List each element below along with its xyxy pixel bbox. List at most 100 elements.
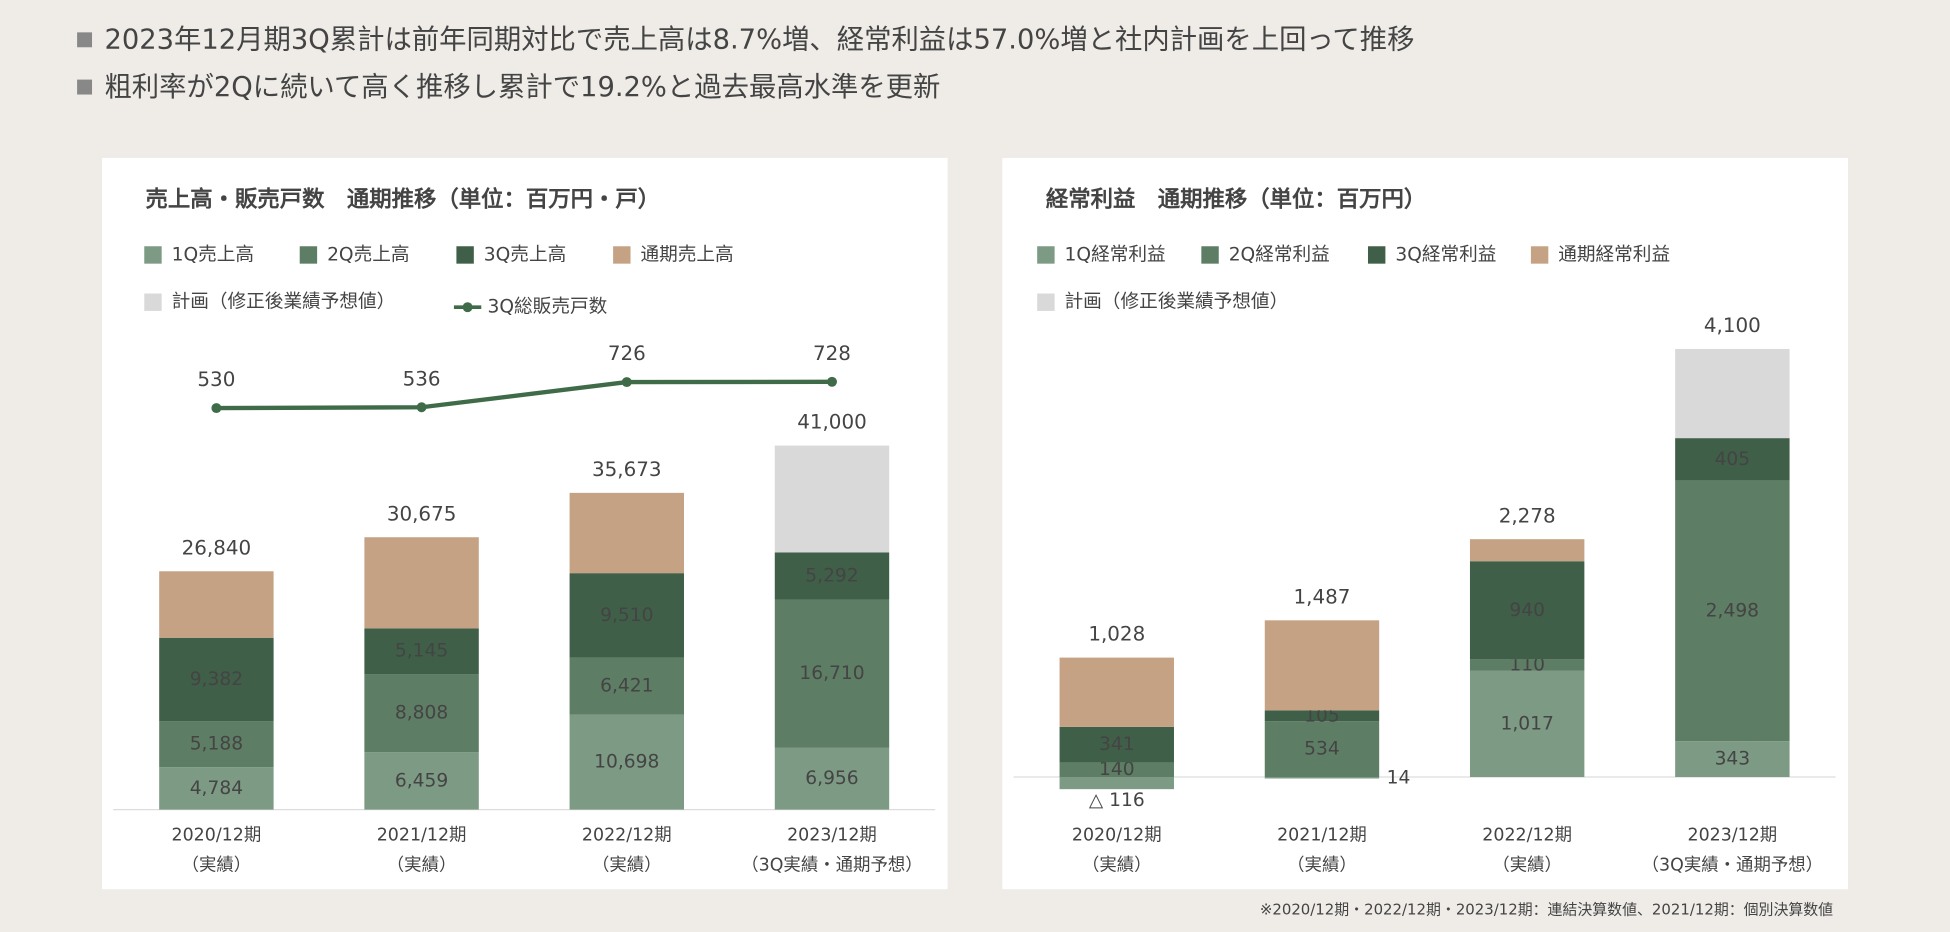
header-text: 2023年12月期3Q累計は前年同期対比で売上高は8.7%増、経常利益は57.0… (104, 25, 1414, 56)
legend-label: 3Q総販売戸数 (488, 297, 608, 318)
data-label: △ 116 (1089, 790, 1145, 811)
line-label: 728 (813, 342, 851, 365)
legend-label: 計画（修正後業績予想値） (172, 292, 396, 313)
legend-swatch (144, 293, 162, 311)
legend-label: 3Q売上高 (484, 244, 566, 265)
data-label: 140 (1099, 759, 1135, 780)
x-tick-sublabel: （実績） (592, 856, 662, 876)
legend-swatch (1201, 246, 1219, 264)
bar-segment (159, 767, 274, 810)
legend-label: 通期経常利益 (1558, 244, 1670, 265)
line (216, 379, 832, 411)
footnote: ※2020/12期・2022/12期・2023/12期：連結決算数値、2021/… (1260, 900, 1833, 918)
legend-swatch (144, 246, 162, 264)
data-label: 534 (1304, 739, 1340, 760)
bar-segment (1059, 657, 1174, 727)
x-tick-label: 2021/12期 (1277, 826, 1367, 846)
data-label: 6,956 (805, 768, 858, 789)
bar-segment (364, 752, 479, 810)
x-tick-sublabel: （実績） (182, 856, 252, 876)
bar-segment (569, 657, 684, 715)
bar-segment (1059, 777, 1174, 790)
bar-segment (774, 552, 890, 600)
data-label: 14 (1387, 767, 1411, 788)
bar-segment (1059, 726, 1174, 763)
bar-segment (1469, 659, 1585, 671)
legend-swatch (1037, 293, 1055, 311)
bullet (77, 32, 93, 48)
legend-label: 2Q売上高 (327, 244, 409, 265)
line-label: 530 (197, 368, 235, 391)
x-tick-label: 2023/12期 (1688, 826, 1778, 846)
data-label: 110 (1509, 655, 1545, 676)
total-label: 1,028 (1088, 623, 1145, 646)
line-marker (211, 403, 222, 414)
bar-segment (364, 537, 479, 629)
line-marker (621, 377, 632, 388)
x-tick-label: 2022/12期 (1482, 826, 1572, 846)
bar-segment (159, 637, 274, 722)
x-tick-sublabel: （3Q実績・通期予想） (1642, 856, 1823, 876)
bar-segment (774, 599, 890, 748)
bar-segment (1469, 670, 1585, 778)
data-label: 2,498 (1706, 600, 1759, 621)
bar-segment (774, 445, 890, 553)
line-label: 536 (403, 367, 441, 390)
legend-swatch (456, 246, 474, 264)
x-tick-label: 2021/12期 (377, 826, 467, 846)
legend-swatch (299, 246, 318, 264)
bar-segment (1469, 539, 1585, 562)
data-label: 940 (1509, 600, 1545, 621)
x-tick-sublabel: （3Q実績・通期予想） (741, 856, 922, 876)
bar-segment (569, 714, 684, 810)
legend-swatch (1530, 246, 1549, 264)
bar-segment (1059, 762, 1174, 778)
total-label: 41,000 (797, 411, 867, 434)
bullet (77, 79, 93, 95)
data-label: 4,784 (190, 778, 243, 799)
bar-segment (1264, 620, 1380, 711)
x-tick-sublabel: （実績） (1287, 856, 1357, 876)
bar-segment (569, 573, 684, 658)
data-label: 8,808 (395, 703, 448, 724)
x-tick-label: 2023/12期 (787, 826, 877, 846)
bar-segment (364, 674, 479, 753)
bar-segment (1675, 348, 1790, 439)
legend-swatch (1367, 246, 1386, 264)
x-tick-label: 2022/12期 (582, 826, 672, 846)
data-label: 5,292 (805, 565, 858, 586)
bar-segment (1675, 480, 1790, 742)
legend-label: 3Q経常利益 (1395, 244, 1496, 265)
x-tick-sublabel: （実績） (387, 856, 457, 876)
total-label: 30,675 (387, 502, 457, 525)
bar-segment (1675, 438, 1790, 481)
data-label: 5,188 (190, 734, 243, 755)
line-marker (827, 376, 837, 387)
legend-swatch (613, 246, 631, 264)
legend-label: 1Q経常利益 (1065, 244, 1166, 265)
data-label: 343 (1715, 749, 1751, 770)
data-label: 6,421 (600, 676, 653, 697)
x-tick-label: 2020/12期 (1072, 826, 1162, 846)
bar-segment (159, 571, 274, 638)
legend-label: 2Q経常利益 (1229, 244, 1330, 265)
bar-segment (774, 747, 890, 810)
legend-label: 計画（修正後業績予想値） (1065, 292, 1289, 313)
data-label: 1,017 (1500, 713, 1553, 734)
data-label: 105 (1304, 705, 1340, 726)
line-label: 726 (608, 342, 646, 365)
bar-segment (1264, 777, 1380, 779)
data-label: 9,510 (600, 605, 653, 626)
legend-dot (462, 302, 473, 313)
x-tick-sublabel: （実績） (1082, 856, 1152, 876)
data-label: 6,459 (395, 770, 448, 791)
total-label: 35,673 (592, 458, 662, 481)
line-marker (416, 402, 427, 413)
bar-segment (364, 628, 479, 675)
bar-segment (1469, 561, 1585, 660)
data-label: 5,145 (395, 641, 448, 662)
bar-segment (1675, 741, 1790, 778)
total-label: 4,100 (1704, 314, 1761, 337)
chart-title: 経常利益 通期推移（単位：百万円） (1046, 186, 1426, 213)
